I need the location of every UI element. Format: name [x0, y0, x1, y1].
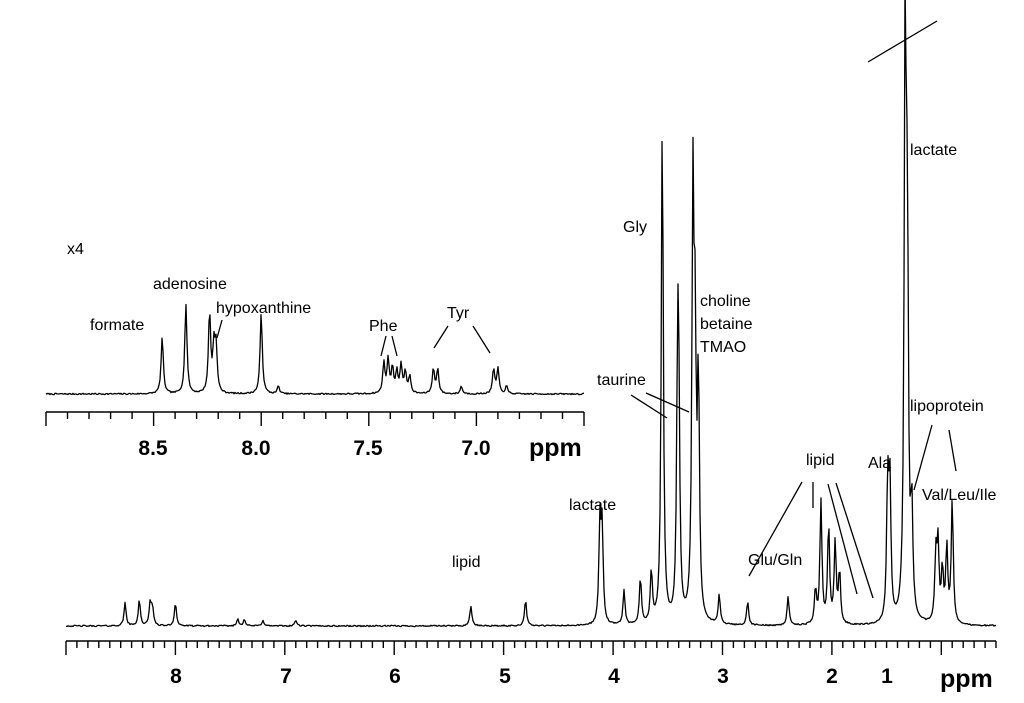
- leader-line-lipid: [748, 481, 803, 577]
- peak-label-lipoprotein: lipoprotein: [910, 398, 984, 415]
- peak-label-choline: choline: [700, 293, 751, 310]
- main-tick-label: 5: [499, 665, 511, 688]
- peak-label-val-leu-ile: Val/Leu/Ile: [922, 487, 997, 504]
- peak-label-gly: Gly: [623, 219, 647, 236]
- peak-label-tmao: TMAO: [700, 339, 746, 356]
- leader-line-phe: [391, 335, 398, 357]
- peak-label-hypoxanthine: hypoxanthine: [216, 300, 311, 317]
- peak-label-glu-gln: Glu/Gln: [748, 552, 802, 569]
- inset-tick-label: 7.0: [461, 437, 490, 460]
- peak-label-lactate-4.1: lactate: [569, 497, 616, 514]
- main-tick-label: 8: [170, 665, 182, 688]
- leader-line-hypoxanthine: [216, 319, 223, 339]
- main-tick-label: 2: [826, 665, 838, 688]
- leader-line-tyr: [433, 325, 449, 349]
- peak-label-ala: Ala: [868, 455, 891, 472]
- main-spectrum-trace: [65, 0, 997, 628]
- main-x-axis-unit: ppm: [940, 665, 993, 693]
- leader-line-lipid: [835, 482, 874, 599]
- inset-tick-label: 8.5: [138, 437, 168, 460]
- peak-label-lipid-5.3: lipid: [452, 554, 480, 571]
- peak-truncation-mark: [867, 20, 938, 63]
- leader-line-tyr: [472, 325, 491, 354]
- main-tick-label: 1: [881, 665, 893, 688]
- peak-label-phe: Phe: [369, 318, 398, 335]
- leader-line-taurine: [645, 392, 690, 413]
- peak-label-tyr: Tyr: [447, 305, 470, 322]
- leader-line-val-leu-ile: [948, 429, 957, 472]
- leader-line-lipoprotein: [913, 424, 933, 491]
- inset-panel: x4 8.5 8.0 7.5 7.0 ppm formate adenosine…: [45, 241, 585, 462]
- peak-label-betaine: betaine: [700, 316, 753, 333]
- leader-line-phe: [380, 335, 387, 357]
- peak-label-taurine: taurine: [597, 372, 646, 389]
- peak-label-adenosine: adenosine: [153, 276, 227, 293]
- inset-tick-label: 7.5: [353, 437, 383, 460]
- peak-label-lactate-main: lactate: [910, 142, 957, 159]
- peak-label-lipid: lipid: [806, 452, 834, 469]
- leader-line-lipid: [827, 483, 858, 595]
- main-tick-label: 6: [389, 665, 401, 688]
- inset-spectrum-trace: [45, 303, 585, 396]
- inset-tick-marks: [45, 412, 585, 426]
- peak-label-formate: formate: [90, 317, 144, 334]
- main-tick-marks: [65, 641, 997, 655]
- inset-scale-label: x4: [67, 241, 84, 258]
- main-panel: 8 7 6 5 4 3 2 1 ppm lactate Gly choline …: [65, 0, 997, 693]
- inset-x-axis-unit: ppm: [529, 434, 582, 462]
- leader-line-taurine: [630, 394, 668, 419]
- main-tick-label: 7: [280, 665, 292, 688]
- inset-tick-label: 8.0: [241, 437, 270, 460]
- main-tick-label: 4: [608, 665, 620, 688]
- main-tick-label: 3: [717, 665, 729, 688]
